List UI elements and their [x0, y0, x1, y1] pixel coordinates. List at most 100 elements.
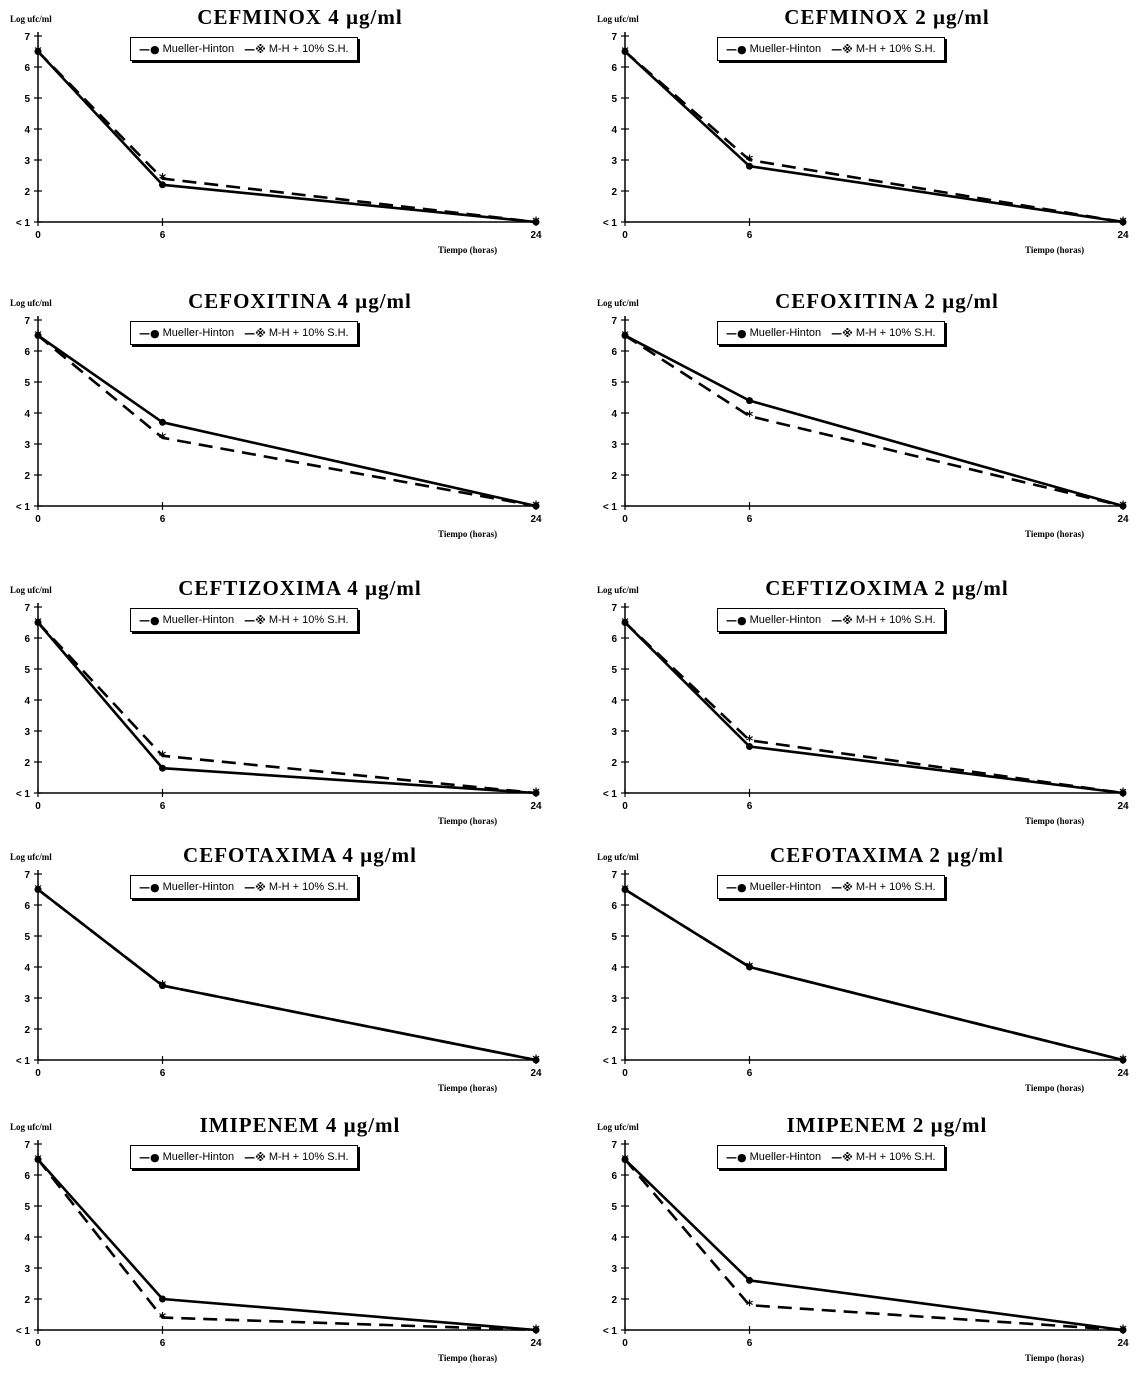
legend-item-mueller-hinton: —● Mueller-Hinton: [139, 614, 234, 627]
chart-panel: CEFMINOX 4 µg/ml Log ufc/ml —● Mueller-Hint…: [0, 4, 560, 274]
legend-item-mueller-hinton: —● Mueller-Hinton: [139, 43, 234, 56]
legend-label: M-H + 10% S.H.: [855, 1151, 936, 1163]
data-point-mueller-hinton: [746, 1276, 753, 1284]
y-axis-label: Log ufc/ml: [10, 298, 52, 308]
chart-title: CEFOXITINA 4 µg/ml: [188, 289, 412, 313]
x-axis-label: Tiempo (horas): [1025, 529, 1085, 539]
legend-label: M-H + 10% S.H.: [268, 327, 349, 339]
y-tick-label: 3: [611, 727, 617, 738]
data-point-mh-sh: *: [159, 979, 167, 995]
x-tick-label: 6: [160, 514, 166, 525]
x-tick-label: 24: [1117, 514, 1129, 525]
y-axis-label: Log ufc/ml: [10, 852, 52, 862]
x-tick-label: 0: [622, 230, 628, 241]
filled-circle-icon: —●: [726, 42, 747, 56]
x-tick-label: 6: [747, 1068, 753, 1079]
y-tick-label: 5: [24, 665, 30, 676]
y-tick-label: < 1: [603, 1326, 618, 1337]
filled-circle-icon: —●: [139, 613, 160, 627]
legend: —● Mueller-Hinton —※ M-H + 10% S.H.: [130, 321, 358, 345]
data-point-mh-sh: *: [1119, 499, 1127, 515]
y-tick-label: 4: [611, 1233, 617, 1244]
legend-item-mueller-hinton: —● Mueller-Hinton: [139, 1151, 234, 1164]
asterisk-icon: —※: [831, 326, 853, 340]
series-line-mueller-hinton: [37, 621, 537, 795]
legend-item-mh-sh: —※ M-H + 10% S.H.: [244, 614, 348, 627]
asterisk-icon: —※: [831, 1150, 853, 1164]
legend-label: M-H + 10% S.H.: [855, 327, 936, 339]
y-tick-label: 3: [24, 156, 30, 167]
legend: —● Mueller-Hinton —※ M-H + 10% S.H.: [717, 875, 945, 899]
legend: —● Mueller-Hinton —※ M-H + 10% S.H.: [717, 1145, 945, 1169]
y-tick-label: 2: [24, 471, 30, 482]
y-tick-label: 3: [24, 727, 30, 738]
y-tick-label: 7: [611, 603, 617, 614]
y-tick-label: 6: [611, 347, 617, 358]
series-line-mh-sh: [624, 621, 1124, 795]
chart-panel: IMIPENEM 2 µg/ml Log ufc/ml —● Mueller-Hint…: [587, 1112, 1139, 1382]
asterisk-icon: —※: [244, 326, 266, 340]
legend-label: M-H + 10% S.H.: [855, 881, 936, 893]
y-tick-label: 4: [611, 409, 617, 420]
data-point-mh-sh: *: [34, 616, 42, 632]
y-tick-label: 7: [611, 32, 617, 43]
y-axis-label: Log ufc/ml: [597, 298, 639, 308]
y-tick-label: 2: [24, 758, 30, 769]
data-point-mueller-hinton: [159, 418, 166, 426]
y-tick-label: < 1: [16, 502, 31, 513]
y-tick-label: 5: [611, 1202, 617, 1213]
y-tick-label: 7: [24, 1140, 30, 1151]
filled-circle-icon: —●: [726, 1150, 747, 1164]
legend-label: M-H + 10% S.H.: [855, 614, 936, 626]
y-tick-label: < 1: [603, 789, 618, 800]
y-tick-label: 5: [24, 378, 30, 389]
data-point-mueller-hinton: [159, 764, 166, 772]
series-line-mueller-hinton: [624, 334, 1124, 508]
y-tick-label: 6: [24, 1171, 30, 1182]
legend-item-mueller-hinton: —● Mueller-Hinton: [139, 327, 234, 340]
filled-circle-icon: —●: [726, 326, 747, 340]
x-axis-label: Tiempo (horas): [438, 245, 498, 255]
x-tick-label: 0: [35, 1338, 41, 1349]
chart-title: CEFMINOX 2 µg/ml: [784, 5, 990, 29]
y-tick-label: 4: [24, 409, 30, 420]
chart-panel: CEFOTAXIMA 4 µg/ml Log ufc/ml —● Mueller-Hi…: [0, 842, 560, 1112]
asterisk-icon: —※: [244, 1150, 266, 1164]
y-tick-label: < 1: [16, 789, 31, 800]
data-point-mh-sh: *: [532, 1323, 540, 1339]
asterisk-icon: —※: [244, 880, 266, 894]
chart-panel: CEFOTAXIMA 2 µg/ml Log ufc/ml —● Mueller-Hi…: [587, 842, 1139, 1112]
data-point-mh-sh: *: [532, 1053, 540, 1069]
chart-panel: CEFOXITINA 2 µg/ml Log ufc/ml —● Mueller-Hi…: [587, 288, 1139, 558]
y-tick-label: 4: [24, 125, 30, 136]
chart-title: CEFTIZOXIMA 2 µg/ml: [765, 576, 1009, 600]
data-point-mueller-hinton: [1119, 218, 1127, 226]
y-axis-label: Log ufc/ml: [597, 14, 639, 24]
series-line-mueller-hinton: [37, 1158, 537, 1332]
series-line-mueller-hinton: [624, 1158, 1124, 1332]
y-tick-label: 5: [24, 932, 30, 943]
legend-label: Mueller-Hinton: [162, 43, 235, 55]
series-line-mueller-hinton: [624, 50, 1124, 224]
y-tick-label: 7: [24, 32, 30, 43]
y-tick-label: 2: [611, 471, 617, 482]
y-tick-label: 7: [611, 316, 617, 327]
data-point-mh-sh: *: [159, 749, 167, 765]
legend: —● Mueller-Hinton —※ M-H + 10% S.H.: [717, 321, 945, 345]
y-tick-label: 4: [611, 125, 617, 136]
y-tick-label: 3: [611, 1264, 617, 1275]
series-line-mh-sh: [36, 1158, 537, 1332]
legend-item-mueller-hinton: —● Mueller-Hinton: [726, 1151, 821, 1164]
y-tick-label: 2: [24, 1025, 30, 1036]
data-point-mh-sh: *: [621, 329, 629, 345]
x-axis-label: Tiempo (horas): [438, 816, 498, 826]
x-tick-label: 24: [530, 514, 542, 525]
data-point-mh-sh: *: [34, 329, 42, 345]
x-tick-label: 0: [35, 230, 41, 241]
filled-circle-icon: —●: [726, 613, 747, 627]
legend-item-mh-sh: —※ M-H + 10% S.H.: [244, 881, 348, 894]
